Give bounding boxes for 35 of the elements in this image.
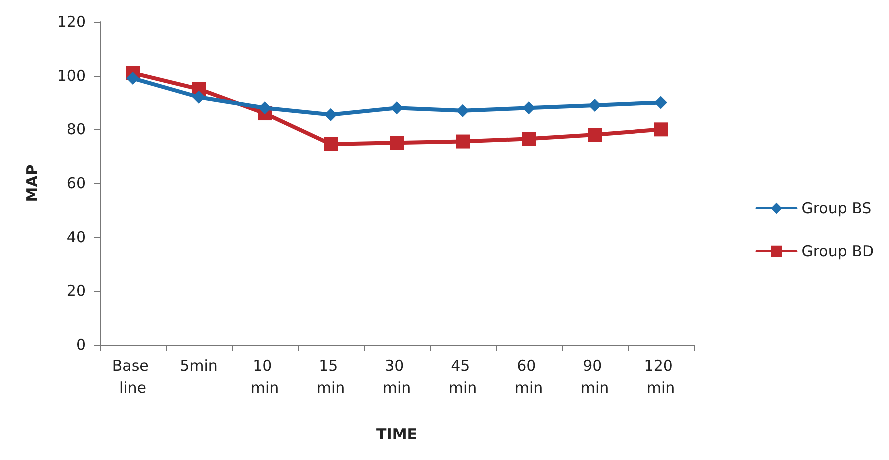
- point: [390, 102, 404, 115]
- x-tick-label: 10 min: [250, 357, 280, 397]
- y-tick-label: 20: [66, 282, 86, 300]
- x-tick-label: Base line: [112, 357, 154, 397]
- x-axis-title: TIME: [376, 426, 418, 444]
- x-tick-label: 5min: [180, 357, 218, 375]
- point: [390, 136, 404, 150]
- y-tick-label: 120: [57, 13, 86, 31]
- point: [654, 122, 668, 137]
- point: [588, 128, 602, 142]
- point: [588, 98, 602, 112]
- legend-label: Group BS: [802, 200, 872, 218]
- y-tick-label: 80: [66, 120, 86, 139]
- y-axis-title: MAP: [24, 164, 42, 202]
- y-tick-label: 0: [76, 336, 86, 354]
- point: [456, 134, 470, 149]
- y-tick-label: 40: [66, 228, 86, 246]
- x-tick-label: 90 min: [580, 357, 610, 397]
- point: [654, 96, 668, 110]
- x-tick-label: 120 min: [644, 357, 678, 397]
- legend-label: Group BD: [802, 242, 874, 260]
- point: [258, 102, 272, 115]
- x-tick-label: 60 min: [514, 357, 544, 397]
- y-tick-label: 100: [57, 66, 86, 85]
- x-tick-label: 30 min: [382, 357, 412, 397]
- x-tick-label: 15 min: [316, 357, 346, 397]
- point: [324, 137, 338, 152]
- point: [192, 90, 206, 104]
- point: [456, 104, 470, 118]
- point: [522, 102, 536, 115]
- point: [126, 72, 140, 86]
- point: [522, 132, 536, 146]
- point: [324, 108, 338, 122]
- x-tick-label: 45 min: [448, 357, 478, 397]
- y-tick-label: 60: [66, 174, 86, 192]
